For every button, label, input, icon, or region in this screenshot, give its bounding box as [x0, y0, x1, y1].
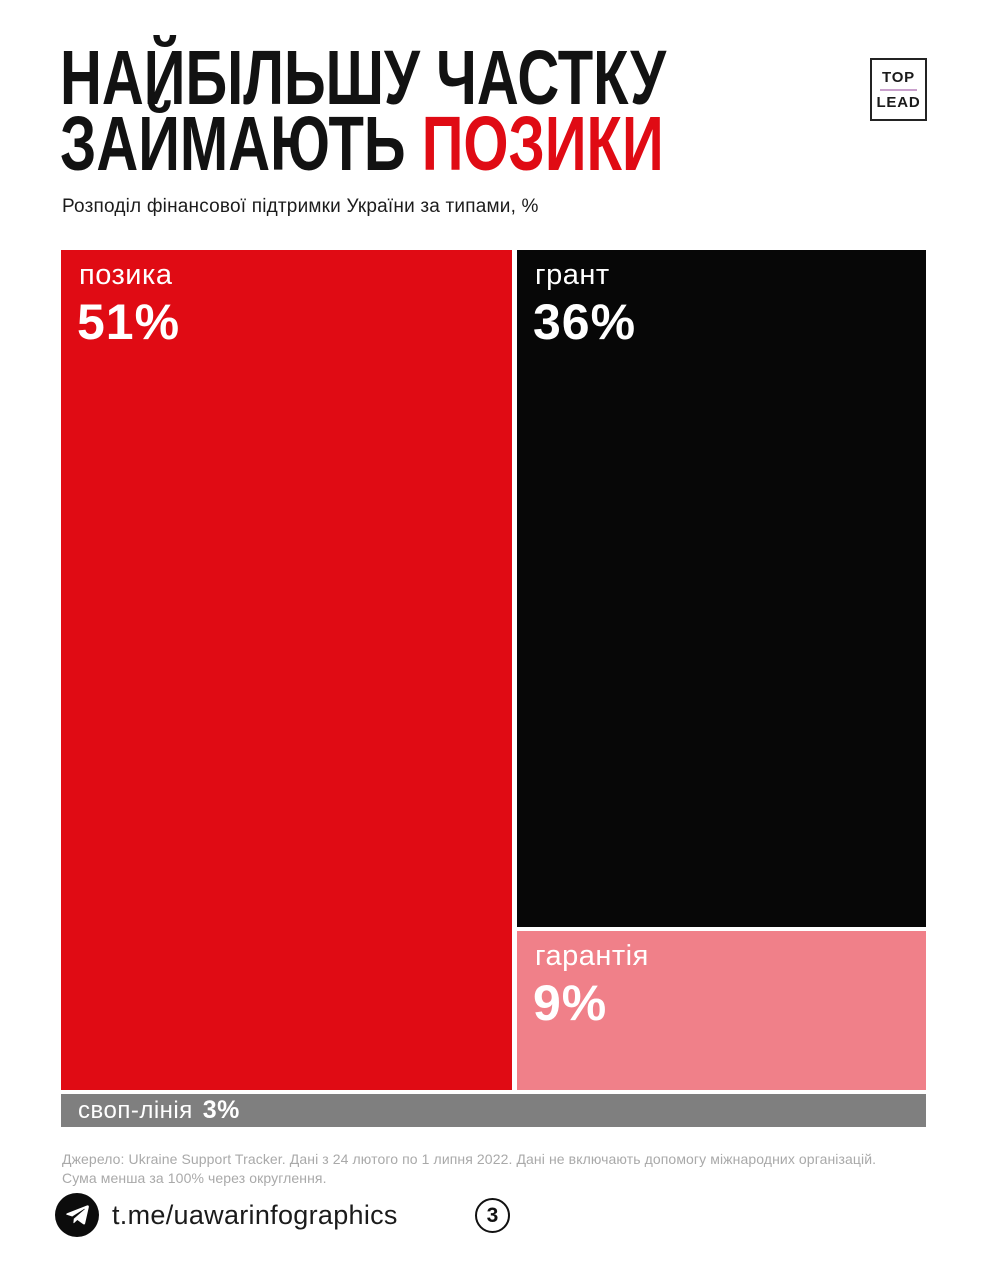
source-note: Джерело: Ukraine Support Tracker. Дані з… — [62, 1150, 942, 1188]
grant-value: 36% — [533, 294, 637, 350]
treemap-block-guarantee: гарантія 9% — [517, 931, 926, 1090]
treemap-block-grant: грант 36% — [517, 250, 926, 927]
treemap-block-swap-line: своп-лінія 3% — [61, 1094, 926, 1127]
swap-line-value: 3% — [202, 1096, 240, 1124]
telegram-link[interactable]: t.me/uawarinfographics — [112, 1199, 398, 1230]
top-lead-logo: TOP LEAD — [870, 58, 927, 121]
treemap-block-loan: позика 51% — [61, 250, 512, 1090]
title-line-2: ЗАЙМАЮТЬ — [60, 101, 422, 188]
logo-top-text: TOP — [882, 68, 915, 86]
title-accent-word: ПОЗИКИ — [421, 101, 664, 188]
telegram-icon[interactable] — [55, 1193, 99, 1237]
loan-label: позика — [79, 259, 173, 291]
source-note-line-2: Сума менша за 100% через округлення. — [62, 1170, 327, 1186]
guarantee-label: гарантія — [535, 940, 649, 972]
page-title: НАЙБІЛЬШУ ЧАСТКУ ЗАЙМАЮТЬ ПОЗИКИ — [60, 40, 666, 183]
title-line-1: НАЙБІЛЬШУ ЧАСТКУ — [60, 35, 667, 122]
loan-value: 51% — [77, 294, 181, 350]
grant-label: грант — [535, 259, 610, 291]
treemap-chart: позика 51% грант 36% гарантія 9% своп-лі… — [61, 250, 926, 1127]
source-note-line-1: Джерело: Ukraine Support Tracker. Дані з… — [62, 1151, 877, 1167]
logo-divider — [880, 88, 917, 91]
logo-lead-text: LEAD — [876, 93, 921, 111]
swap-line-label: своп-лінія — [78, 1096, 193, 1124]
footer-bar: t.me/uawarinfographics — [55, 1193, 398, 1237]
chart-subtitle: Розподіл фінансової підтримки України за… — [62, 196, 539, 217]
page-number-badge: 3 — [475, 1198, 510, 1233]
guarantee-value: 9% — [533, 975, 608, 1031]
